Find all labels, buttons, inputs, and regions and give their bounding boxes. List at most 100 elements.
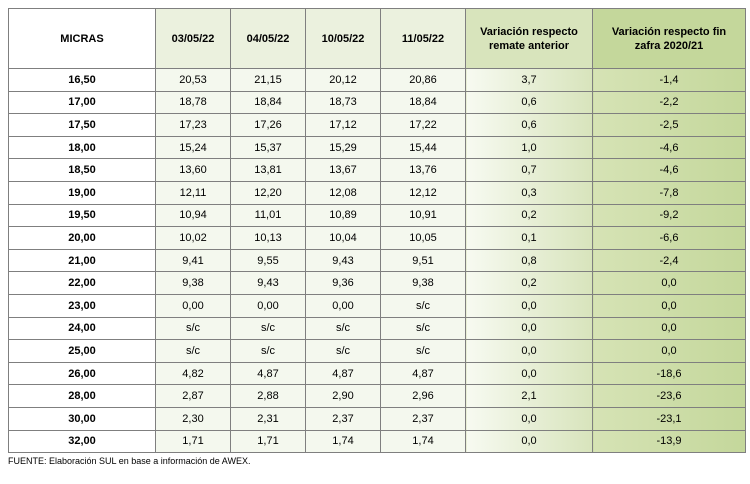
- value-cell: 0,0: [465, 316, 593, 341]
- value-cell: 0,00: [305, 293, 381, 318]
- value-cell: 0,6: [465, 90, 593, 115]
- value-cell: 0,00: [155, 293, 231, 318]
- value-cell: 0,0: [592, 271, 746, 295]
- value-cell: 18,78: [155, 90, 231, 115]
- value-cell: 3,7: [465, 68, 593, 92]
- header-cell: Variación respecto fin zafra 2020/21: [592, 8, 746, 69]
- value-cell: 0,0: [592, 293, 746, 318]
- value-cell: 2,37: [305, 406, 381, 431]
- micron-cell: 18,00: [8, 135, 156, 160]
- value-cell: 17,22: [380, 113, 466, 137]
- value-cell: 1,0: [465, 135, 593, 160]
- value-cell: 18,84: [380, 90, 466, 115]
- value-cell: -23,1: [592, 406, 746, 431]
- value-cell: 2,1: [465, 384, 593, 408]
- value-cell: 12,11: [155, 180, 231, 205]
- value-cell: 15,37: [230, 135, 306, 160]
- value-cell: s/c: [380, 339, 466, 363]
- footer-note: FUENTE: Elaboración SUL en base a inform…: [8, 456, 251, 466]
- value-cell: 10,91: [380, 203, 466, 228]
- table-row: 23,00 0,00 0,00 0,00 s/c 0,0 0,0: [8, 293, 746, 318]
- table-row: 18,50 13,60 13,81 13,67 13,76 0,7 -4,6: [8, 158, 746, 182]
- value-cell: 0,0: [592, 339, 746, 363]
- value-cell: 0,8: [465, 248, 593, 273]
- table-row: 17,50 17,23 17,26 17,12 17,22 0,6 -2,5: [8, 113, 746, 137]
- value-cell: -4,6: [592, 158, 746, 182]
- value-cell: 9,36: [305, 271, 381, 295]
- table-row: 18,00 15,24 15,37 15,29 15,44 1,0 -4,6: [8, 135, 746, 160]
- value-cell: -18,6: [592, 361, 746, 386]
- value-cell: 1,71: [230, 429, 306, 454]
- value-cell: 0,1: [465, 226, 593, 250]
- value-cell: 18,73: [305, 90, 381, 115]
- value-cell: s/c: [230, 339, 306, 363]
- value-cell: 0,6: [465, 113, 593, 137]
- value-cell: 15,44: [380, 135, 466, 160]
- value-cell: -6,6: [592, 226, 746, 250]
- value-cell: 13,81: [230, 158, 306, 182]
- micron-cell: 30,00: [8, 406, 156, 431]
- value-cell: 13,67: [305, 158, 381, 182]
- table-row: 20,00 10,02 10,13 10,04 10,05 0,1 -6,6: [8, 226, 746, 250]
- value-cell: s/c: [155, 316, 231, 341]
- value-cell: 1,74: [305, 429, 381, 454]
- table-row: 19,00 12,11 12,20 12,08 12,12 0,3 -7,8: [8, 180, 746, 205]
- value-cell: 0,3: [465, 180, 593, 205]
- value-cell: 0,7: [465, 158, 593, 182]
- value-cell: 17,26: [230, 113, 306, 137]
- table-row: 16,50 20,53 21,15 20,12 20,86 3,7 -1,4: [8, 68, 746, 92]
- value-cell: 4,87: [380, 361, 466, 386]
- table-row: 32,00 1,71 1,71 1,74 1,74 0,0 -13,9: [8, 429, 746, 454]
- value-cell: -1,4: [592, 68, 746, 92]
- value-cell: 9,38: [380, 271, 466, 295]
- micron-cell: 28,00: [8, 384, 156, 408]
- value-cell: -7,8: [592, 180, 746, 205]
- micron-cell: 18,50: [8, 158, 156, 182]
- value-cell: 10,89: [305, 203, 381, 228]
- value-cell: 0,0: [465, 429, 593, 454]
- micron-cell: 20,00: [8, 226, 156, 250]
- value-cell: 9,43: [305, 248, 381, 273]
- table-body: 16,50 20,53 21,15 20,12 20,86 3,7 -1,4 17,00 18,…: [8, 68, 746, 454]
- value-cell: 13,60: [155, 158, 231, 182]
- table-row: 26,00 4,82 4,87 4,87 4,87 0,0 -18,6: [8, 361, 746, 386]
- header-cell: 04/05/22: [230, 8, 306, 69]
- price-table: MICRAS 03/05/22 04/05/22 10/05/22 11/05/22 Va…: [8, 8, 746, 454]
- table-row: 24,00 s/c s/c s/c s/c 0,0 0,0: [8, 316, 746, 341]
- value-cell: 17,23: [155, 113, 231, 137]
- value-cell: 2,96: [380, 384, 466, 408]
- value-cell: 18,84: [230, 90, 306, 115]
- value-cell: 0,0: [465, 361, 593, 386]
- header-cell: 10/05/22: [305, 8, 381, 69]
- value-cell: 2,30: [155, 406, 231, 431]
- header-cell: 03/05/22: [155, 8, 231, 69]
- value-cell: 0,2: [465, 271, 593, 295]
- micron-cell: 16,50: [8, 68, 156, 92]
- value-cell: 9,55: [230, 248, 306, 273]
- table-row: 30,00 2,30 2,31 2,37 2,37 0,0 -23,1: [8, 406, 746, 431]
- value-cell: 10,02: [155, 226, 231, 250]
- table-row: 22,00 9,38 9,43 9,36 9,38 0,2 0,0: [8, 271, 746, 295]
- value-cell: -9,2: [592, 203, 746, 228]
- micron-cell: 22,00: [8, 271, 156, 295]
- micron-cell: 32,00: [8, 429, 156, 454]
- value-cell: 15,29: [305, 135, 381, 160]
- value-cell: s/c: [380, 293, 466, 318]
- header-cell: MICRAS: [8, 8, 156, 69]
- value-cell: 1,71: [155, 429, 231, 454]
- value-cell: -2,5: [592, 113, 746, 137]
- value-cell: 2,87: [155, 384, 231, 408]
- micron-cell: 24,00: [8, 316, 156, 341]
- micron-cell: 26,00: [8, 361, 156, 386]
- value-cell: 20,86: [380, 68, 466, 92]
- table-row: 17,00 18,78 18,84 18,73 18,84 0,6 -2,2: [8, 90, 746, 115]
- value-cell: s/c: [380, 316, 466, 341]
- value-cell: 17,12: [305, 113, 381, 137]
- value-cell: 13,76: [380, 158, 466, 182]
- value-cell: 2,37: [380, 406, 466, 431]
- micron-cell: 17,00: [8, 90, 156, 115]
- header-row: MICRAS 03/05/22 04/05/22 10/05/22 11/05/22 Va…: [8, 8, 746, 69]
- value-cell: 10,04: [305, 226, 381, 250]
- value-cell: 9,41: [155, 248, 231, 273]
